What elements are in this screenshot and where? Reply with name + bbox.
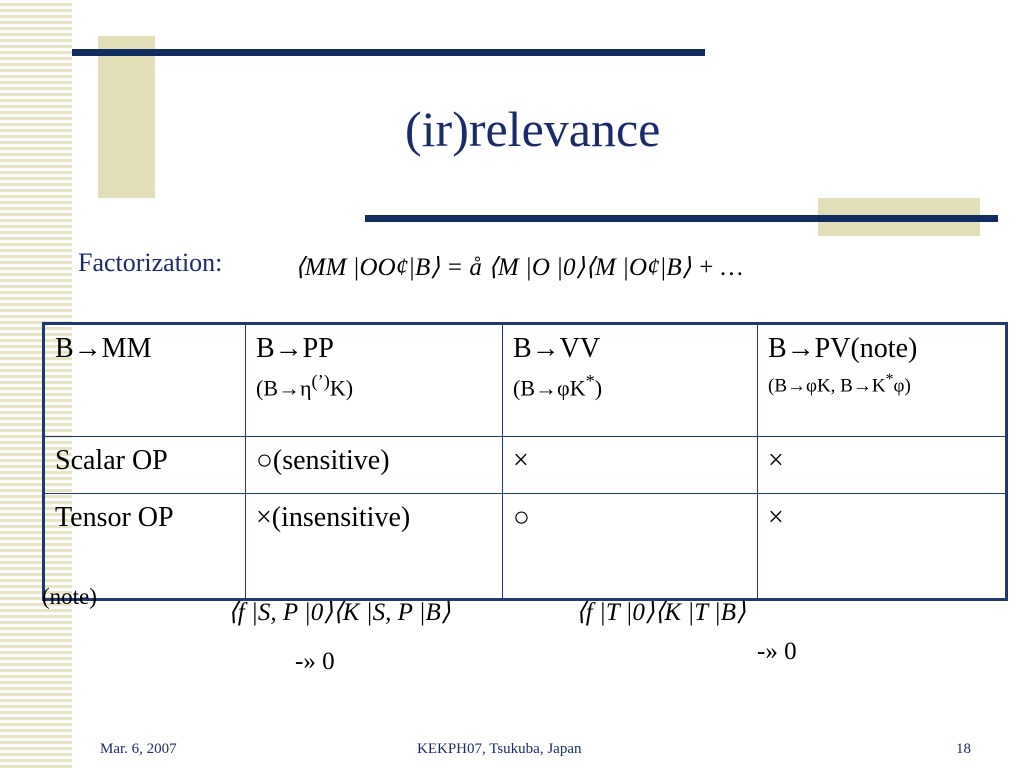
header-main: B→VV bbox=[513, 333, 601, 364]
header-sub: (B→φK, B→K bbox=[768, 375, 886, 397]
header-sub: (B→η bbox=[256, 375, 312, 401]
decor-line bbox=[72, 49, 705, 56]
footer-event: KEKPH07, Tsukuba, Japan bbox=[417, 741, 582, 757]
header-sup: * bbox=[585, 371, 595, 391]
header-cell: B→VV (B→φK*) bbox=[502, 323, 758, 437]
row-cell: Tensor OP bbox=[43, 493, 246, 600]
header-sub: K) bbox=[329, 375, 354, 401]
header-main: B→PP bbox=[256, 333, 334, 364]
row-cell: ×(insensitive) bbox=[245, 493, 503, 600]
formula: ⟨MM |OO¢|B⟩ = å ⟨M |O |0⟩⟨M |O¢|B⟩ + … bbox=[295, 254, 744, 281]
footer-page: 18 bbox=[956, 741, 971, 757]
header-sub: ) bbox=[594, 375, 603, 401]
decor-line bbox=[365, 215, 998, 222]
factorization-label: Factorization: bbox=[78, 248, 223, 277]
title: (ir)relevance bbox=[405, 101, 661, 157]
table: B→MM B→PP (B→η(’)K) B→VV (B→φK*) B→PV(note… bbox=[42, 322, 1008, 601]
header-cell: B→PV(note) (B→φK, B→K*φ) bbox=[757, 323, 1007, 437]
header-main: B→MM bbox=[55, 333, 152, 364]
row-cell: × bbox=[757, 493, 1007, 600]
note-formula: ⟨f |S, P |0⟩⟨K |S, P |B⟩ bbox=[228, 599, 451, 626]
header-sub: (B→φK bbox=[513, 375, 586, 401]
decor-block bbox=[98, 36, 155, 198]
note-limit: -» 0 bbox=[295, 648, 335, 675]
header-sup: * bbox=[885, 371, 894, 388]
note-limit: -» 0 bbox=[757, 638, 797, 665]
header-cell: B→MM bbox=[43, 323, 246, 437]
note-label: (note) bbox=[42, 584, 97, 609]
row-cell: ○(sensitive) bbox=[245, 436, 503, 494]
row-cell: ○ bbox=[502, 493, 758, 600]
row-cell: Scalar OP bbox=[43, 436, 246, 494]
note-formula: ⟨f |T |0⟩⟨K |T |B⟩ bbox=[576, 599, 746, 626]
row-cell: × bbox=[502, 436, 758, 494]
row-cell: × bbox=[757, 436, 1007, 494]
header-main: B→PV(note) bbox=[768, 333, 918, 364]
header-cell: B→PP (B→η(’)K) bbox=[245, 323, 503, 437]
header-sub: φ) bbox=[893, 375, 911, 397]
footer-date: Mar. 6, 2007 bbox=[100, 741, 177, 757]
header-sup: (’) bbox=[311, 371, 330, 391]
